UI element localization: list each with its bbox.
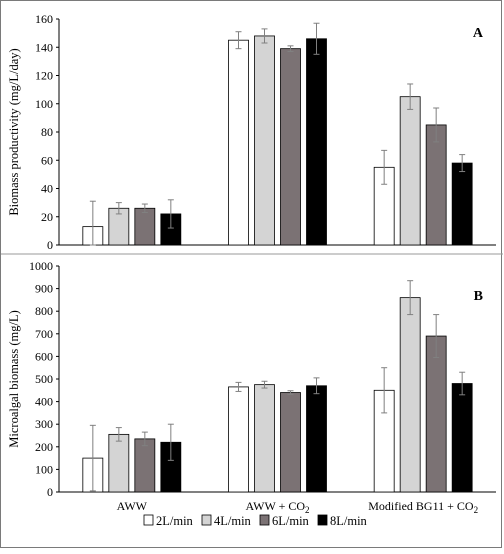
bar [425, 335, 447, 493]
bar [280, 392, 301, 493]
y-tick-label: 60 [41, 153, 53, 167]
x-tick-label: Modified BG11 + CO2 [368, 499, 478, 515]
y-tick-label: 100 [35, 462, 53, 476]
y-tick-label: 0 [47, 485, 53, 499]
y-tick-label: 120 [35, 69, 53, 83]
bar [399, 96, 421, 246]
bar [228, 39, 249, 246]
legend-label: 4L/min [214, 514, 252, 528]
y-tick-label: 0 [47, 238, 53, 252]
y-axis-label: Microalgal biomass (mg/L) [7, 310, 21, 447]
y-tick-label: 40 [41, 182, 53, 196]
x-tick-label: AWW + CO2 [245, 499, 309, 515]
bar [108, 433, 130, 493]
legend-swatch [143, 514, 154, 526]
y-tick-label: 500 [35, 372, 53, 386]
bar [306, 385, 327, 493]
x-tick-label-subscript: 2 [305, 505, 310, 515]
bar [306, 38, 327, 246]
bar [134, 438, 156, 493]
panel-a: 0 20 40 60 80 100 120 140 160 Biomass productivit… [7, 12, 496, 252]
bar [451, 162, 473, 246]
y-tick-label: 20 [41, 210, 53, 224]
x-tick-label-subscript: 2 [474, 505, 479, 515]
y-tick-label: 600 [35, 349, 53, 363]
y-tick-label: 800 [35, 304, 53, 318]
y-tick-label: 1000 [29, 259, 53, 273]
legend-label: 6L/min [272, 514, 310, 528]
bar [228, 386, 249, 493]
bar [254, 35, 275, 246]
panel-letter-label: A [473, 26, 484, 41]
y-tick-label: 200 [35, 440, 53, 454]
bar [399, 297, 421, 493]
bar [451, 383, 473, 493]
legend-swatch [201, 514, 212, 526]
y-tick-label: 300 [35, 417, 53, 431]
legend-swatch [317, 514, 328, 526]
y-axis-label: Biomass productivity (mg/L/day) [7, 48, 21, 215]
y-tick-label: 900 [35, 282, 53, 296]
x-tick-label-text: Modified BG11 + CO [368, 499, 474, 513]
legend: 2L/min 4L/min 6L/min 8L/min [143, 514, 368, 528]
legend-label: 8L/min [330, 514, 368, 528]
y-tick-label: 700 [35, 327, 53, 341]
x-tick-label-text: AWW + CO [245, 499, 305, 513]
bar [280, 48, 301, 246]
x-tick-label: AWW [117, 499, 148, 513]
legend-label: 2L/min [156, 514, 194, 528]
bar [425, 124, 447, 246]
y-tick-label: 140 [35, 40, 53, 54]
y-tick-label: 160 [35, 12, 53, 26]
panel-letter-label: B [474, 289, 483, 304]
y-tick-label: 400 [35, 395, 53, 409]
legend-swatch [259, 514, 270, 526]
panel-b: 0 100 200 300 400 500 600 700 800 900 1000 Microalg… [7, 259, 496, 515]
x-tick-label-text: AWW [117, 499, 148, 513]
bar [134, 207, 156, 246]
bar [254, 384, 275, 493]
y-tick-label: 80 [41, 125, 53, 139]
y-tick-label: 100 [35, 97, 53, 111]
